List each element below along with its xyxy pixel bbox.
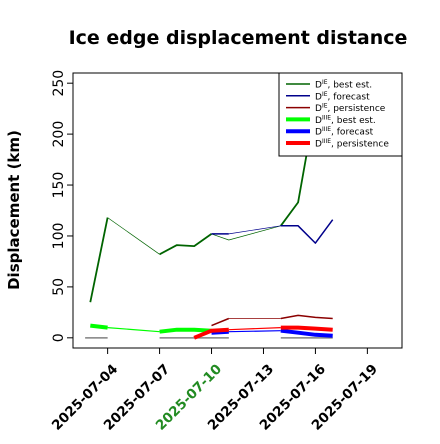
chart-title: Ice edge displacement distance — [69, 27, 408, 49]
series-4-line-1 — [228, 330, 281, 333]
series-5-line-0 — [193, 327, 229, 340]
series-0-line-4 — [280, 133, 312, 227]
series-0-line-3 — [211, 225, 281, 241]
series-4-line-2 — [280, 328, 333, 338]
series-1-line-2 — [280, 219, 334, 244]
series-5-line-1 — [228, 327, 281, 331]
series-0-line-1 — [107, 217, 160, 255]
y-axis-label: Displacement (km) — [5, 130, 23, 290]
series-1-line-1 — [228, 225, 281, 235]
legend-label-4: DIIIE, forecast — [315, 126, 374, 138]
legend-label-2: DIE, persistence — [315, 103, 386, 115]
series-2-line-2 — [280, 314, 333, 320]
y-tick-label: 200 — [51, 121, 67, 148]
legend-label-1: DIE, forecast — [315, 91, 370, 103]
series-3-line-0 — [90, 323, 108, 330]
y-axis: 0 50 100 150 200 250 — [51, 70, 73, 342]
legend-label-5: DIIIE, persistence — [315, 138, 389, 150]
series-0-line-2 — [159, 233, 213, 256]
series-3-line-1 — [107, 327, 160, 333]
x-axis: 2025-07-042025-07-072025-07-102025-07-13… — [49, 348, 381, 434]
y-tick-label: 100 — [51, 223, 67, 250]
legend-label-0: DIE, best est. — [315, 79, 372, 91]
series-2-line-0 — [211, 317, 230, 327]
plot-frame — [72, 72, 403, 349]
plot-area — [72, 72, 403, 349]
legend-label-3: DIIIE, best est. — [315, 114, 376, 126]
y-tick-label: 50 — [51, 278, 67, 296]
y-tick-label: 150 — [51, 172, 67, 199]
y-tick-label: 250 — [51, 70, 67, 97]
series-0-line-0 — [89, 217, 109, 303]
y-tick-label: 0 — [51, 333, 67, 342]
series-3-line-2 — [159, 327, 212, 334]
series-5-line-2 — [280, 325, 333, 332]
